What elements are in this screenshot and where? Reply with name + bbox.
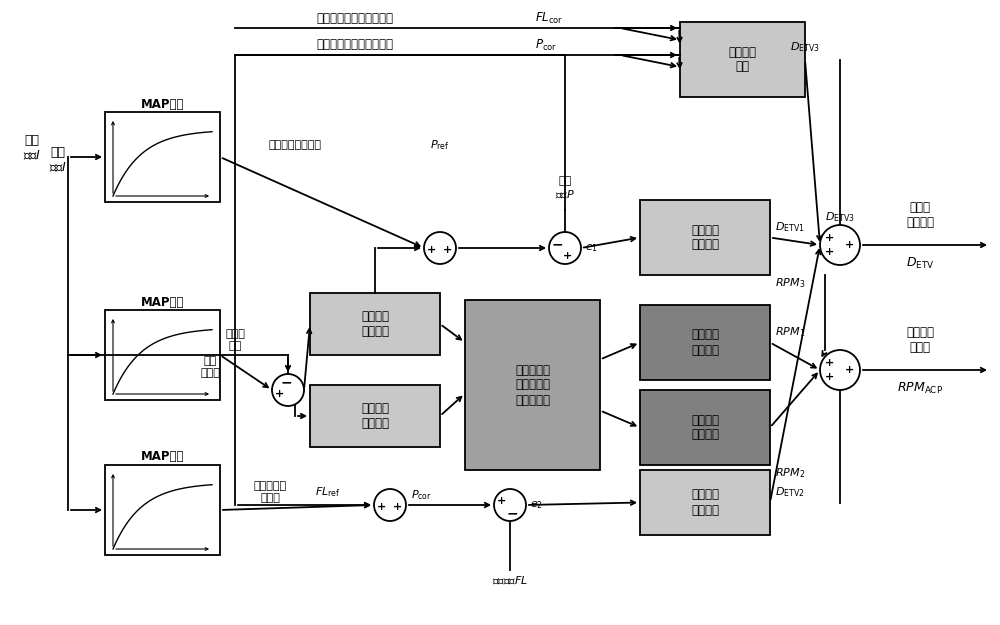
Circle shape [374,489,406,521]
Text: 空气压力
调整算法: 空气压力 调整算法 [361,310,389,338]
Text: 目标空压
机转速: 目标空压 机转速 [906,326,934,354]
Text: +: + [427,245,437,255]
Circle shape [424,232,456,264]
Bar [310,385,440,447]
Text: MAP查表: MAP查表 [141,98,184,111]
Text: $e_1$: $e_1$ [585,242,598,254]
Text: $D_\mathrm{ETV2}$: $D_\mathrm{ETV2}$ [775,486,805,499]
Bar [105,310,220,400]
Text: +: + [562,251,572,261]
Text: $D_\mathrm{ETV3}$: $D_\mathrm{ETV3}$ [790,41,820,54]
Text: 前馈控制
算法: 前馈控制 算法 [728,46,757,74]
Text: +: + [377,502,387,512]
Text: $RPM_\mathrm{ACP}$: $RPM_\mathrm{ACP}$ [897,381,943,396]
Bar [640,305,770,380]
Text: 实际
压力$P$: 实际 压力$P$ [555,176,575,200]
Circle shape [549,232,581,264]
Text: 目标节
气门开度: 目标节 气门开度 [906,201,934,229]
Text: 实际流量$FL$: 实际流量$FL$ [492,574,528,586]
Bar [640,390,770,465]
Text: +: + [443,245,453,255]
Text: $P_\mathrm{ref}$: $P_\mathrm{ref}$ [430,138,450,152]
Bar [105,112,220,202]
Text: $D_\mathrm{ETV}$: $D_\mathrm{ETV}$ [906,256,934,271]
Circle shape [820,225,860,265]
Text: −: − [280,375,292,389]
Text: MAP查表: MAP查表 [141,296,184,309]
Text: 修正后目标空气入口压力: 修正后目标空气入口压力 [316,39,394,51]
Text: +: + [845,365,855,375]
Text: −: − [506,506,518,520]
Bar [640,470,770,535]
Bar [465,300,600,470]
Text: $P_\mathrm{cor}$: $P_\mathrm{cor}$ [535,38,557,53]
Text: 压力闭环
控制算法: 压力闭环 控制算法 [691,329,719,356]
Text: 空气流量
调整算法: 空气流量 调整算法 [361,402,389,430]
Text: 修正后目标入口空气流量: 修正后目标入口空气流量 [316,11,394,24]
Text: 流量闭环
控制算法: 流量闭环 控制算法 [691,414,719,441]
Text: $e_2$: $e_2$ [530,499,543,511]
Text: +: + [845,240,855,250]
Text: +: + [393,502,403,512]
Text: −: − [551,237,563,251]
Text: $D_\mathrm{ETV3}$: $D_\mathrm{ETV3}$ [825,210,855,224]
Circle shape [820,350,860,390]
Text: 目标入口空
气流量: 目标入口空 气流量 [253,481,287,502]
Text: 目标空气入口压力: 目标空气入口压力 [268,140,322,150]
Text: MAP查表: MAP查表 [141,451,184,464]
Text: 目标
水含量: 目标 水含量 [200,356,220,377]
Text: +: + [825,233,835,243]
Text: +: + [275,389,285,399]
Bar [310,293,440,355]
Text: 压力闭环
控制算法: 压力闭环 控制算法 [691,224,719,251]
Text: $RPM_1$: $RPM_1$ [775,326,805,339]
Text: $P_\mathrm{cor}$: $P_\mathrm{cor}$ [411,488,432,502]
Text: +: + [825,358,835,368]
Text: +: + [825,372,835,382]
Text: $FL_\mathrm{ref}$: $FL_\mathrm{ref}$ [315,485,341,499]
Text: $RPM_2$: $RPM_2$ [775,466,805,480]
Text: $D_\mathrm{ETV1}$: $D_\mathrm{ETV1}$ [775,221,805,234]
Bar [105,465,220,555]
Bar [680,22,805,97]
Text: 实际水
含量: 实际水 含量 [225,329,245,351]
Circle shape [272,374,304,406]
Text: 流量闭环
控制算法: 流量闭环 控制算法 [691,489,719,516]
Text: $FL_\mathrm{cor}$: $FL_\mathrm{cor}$ [535,11,563,26]
Text: 空气系统压
力与流量目
标协调算法: 空气系统压 力与流量目 标协调算法 [515,364,550,406]
Text: $RPM_3$: $RPM_3$ [775,276,805,290]
Text: 目标
电流$I$: 目标 电流$I$ [49,146,67,174]
Text: +: + [825,247,835,257]
Bar [640,200,770,275]
Text: 目标
电流$I$: 目标 电流$I$ [23,134,41,162]
Circle shape [494,489,526,521]
Text: +: + [497,496,507,506]
